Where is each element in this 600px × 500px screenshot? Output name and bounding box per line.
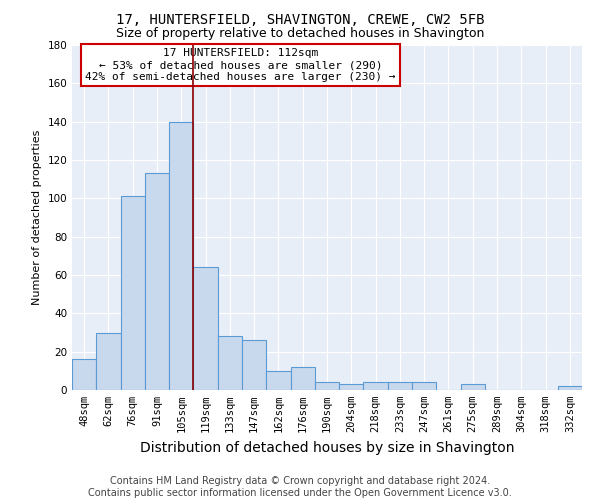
Bar xyxy=(461,384,485,390)
Y-axis label: Number of detached properties: Number of detached properties xyxy=(32,130,42,305)
Bar xyxy=(558,386,582,390)
Text: 17, HUNTERSFIELD, SHAVINGTON, CREWE, CW2 5FB: 17, HUNTERSFIELD, SHAVINGTON, CREWE, CW2… xyxy=(116,12,484,26)
Bar xyxy=(290,367,315,390)
Bar xyxy=(242,340,266,390)
X-axis label: Distribution of detached houses by size in Shavington: Distribution of detached houses by size … xyxy=(140,440,514,454)
Bar xyxy=(72,360,96,390)
Bar xyxy=(169,122,193,390)
Bar xyxy=(145,174,169,390)
Bar xyxy=(218,336,242,390)
Bar xyxy=(364,382,388,390)
Bar xyxy=(412,382,436,390)
Bar xyxy=(96,332,121,390)
Bar xyxy=(315,382,339,390)
Bar xyxy=(388,382,412,390)
Text: 17 HUNTERSFIELD: 112sqm
← 53% of detached houses are smaller (290)
42% of semi-d: 17 HUNTERSFIELD: 112sqm ← 53% of detache… xyxy=(85,48,395,82)
Text: Size of property relative to detached houses in Shavington: Size of property relative to detached ho… xyxy=(116,28,484,40)
Bar xyxy=(121,196,145,390)
Bar xyxy=(193,268,218,390)
Bar xyxy=(266,371,290,390)
Text: Contains HM Land Registry data © Crown copyright and database right 2024.
Contai: Contains HM Land Registry data © Crown c… xyxy=(88,476,512,498)
Bar xyxy=(339,384,364,390)
